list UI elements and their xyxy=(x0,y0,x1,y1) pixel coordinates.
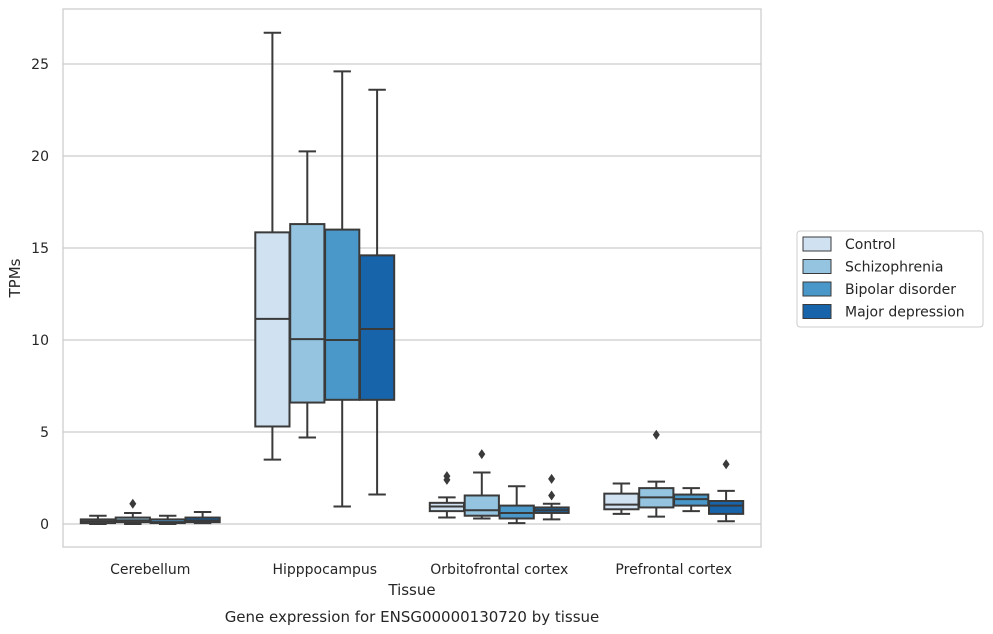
box-0-0 xyxy=(79,514,117,525)
plot-frame xyxy=(62,8,762,548)
legend-label: Control xyxy=(845,237,896,253)
y-tick-labels: 0 5 10 15 20 25 xyxy=(31,57,49,533)
box-2-0 xyxy=(428,471,466,519)
box-1-1 xyxy=(289,150,326,439)
x-axis-title: Tissue xyxy=(387,581,435,599)
grid-lines xyxy=(63,63,761,525)
box-body xyxy=(463,494,500,517)
outlier-point xyxy=(652,429,660,440)
legend-label: Major depression xyxy=(845,305,965,321)
x-tick-label: Hipppocampus xyxy=(272,562,377,578)
x-tick-label: Orbitofrontal cortex xyxy=(430,562,568,578)
box-2-3 xyxy=(533,473,570,521)
box-body xyxy=(707,500,745,515)
box-1-3 xyxy=(358,88,396,496)
legend-swatch xyxy=(802,304,832,319)
legend-label: Schizophrenia xyxy=(845,260,943,276)
box-body xyxy=(358,254,396,401)
legend-frame xyxy=(796,230,984,328)
y-tick-label: 5 xyxy=(40,425,49,441)
box-3-1 xyxy=(638,429,675,518)
outlier-point xyxy=(548,490,556,501)
box-3-0 xyxy=(603,482,640,515)
legend-swatch xyxy=(802,281,832,297)
outlier-point xyxy=(548,473,556,484)
legend-swatch xyxy=(802,259,832,274)
y-axis-title: TPMs xyxy=(6,258,24,298)
y-tick-label: 20 xyxy=(31,149,49,165)
box-0-1 xyxy=(114,498,151,525)
box-2-2 xyxy=(498,485,535,525)
legend-label: Bipolar disorder xyxy=(845,282,956,298)
x-tick-label: Cerebellum xyxy=(110,562,190,578)
box-body xyxy=(254,231,291,428)
y-tick-label: 25 xyxy=(31,57,49,73)
box-1-2 xyxy=(324,70,361,508)
x-tick-labels: Cerebellum Hipppocampus Orbitofrontal cort… xyxy=(110,562,732,578)
box-3-2 xyxy=(673,487,710,513)
legend-swatch xyxy=(802,236,832,252)
box-1-0 xyxy=(254,31,291,461)
legend: Control Schizophrenia Bipolar disorder Majo… xyxy=(796,230,984,328)
box-body xyxy=(324,228,361,401)
outlier-point xyxy=(722,459,730,470)
y-tick-label: 15 xyxy=(31,241,49,257)
box-3-3 xyxy=(707,459,745,523)
box-0-3 xyxy=(184,511,221,525)
box-2-1 xyxy=(463,449,500,520)
y-tick-label: 0 xyxy=(40,517,49,533)
outlier-point xyxy=(478,449,486,460)
outlier-point xyxy=(129,498,137,509)
y-tick-label: 10 xyxy=(31,333,49,349)
outlier-point xyxy=(443,471,451,482)
chart-caption: Gene expression for ENSG00000130720 by t… xyxy=(225,608,600,626)
box-0-2 xyxy=(149,514,186,525)
x-tick-label: Prefrontal cortex xyxy=(615,562,732,578)
boxes xyxy=(79,31,745,525)
box-body xyxy=(289,223,326,404)
box-body xyxy=(603,492,640,511)
